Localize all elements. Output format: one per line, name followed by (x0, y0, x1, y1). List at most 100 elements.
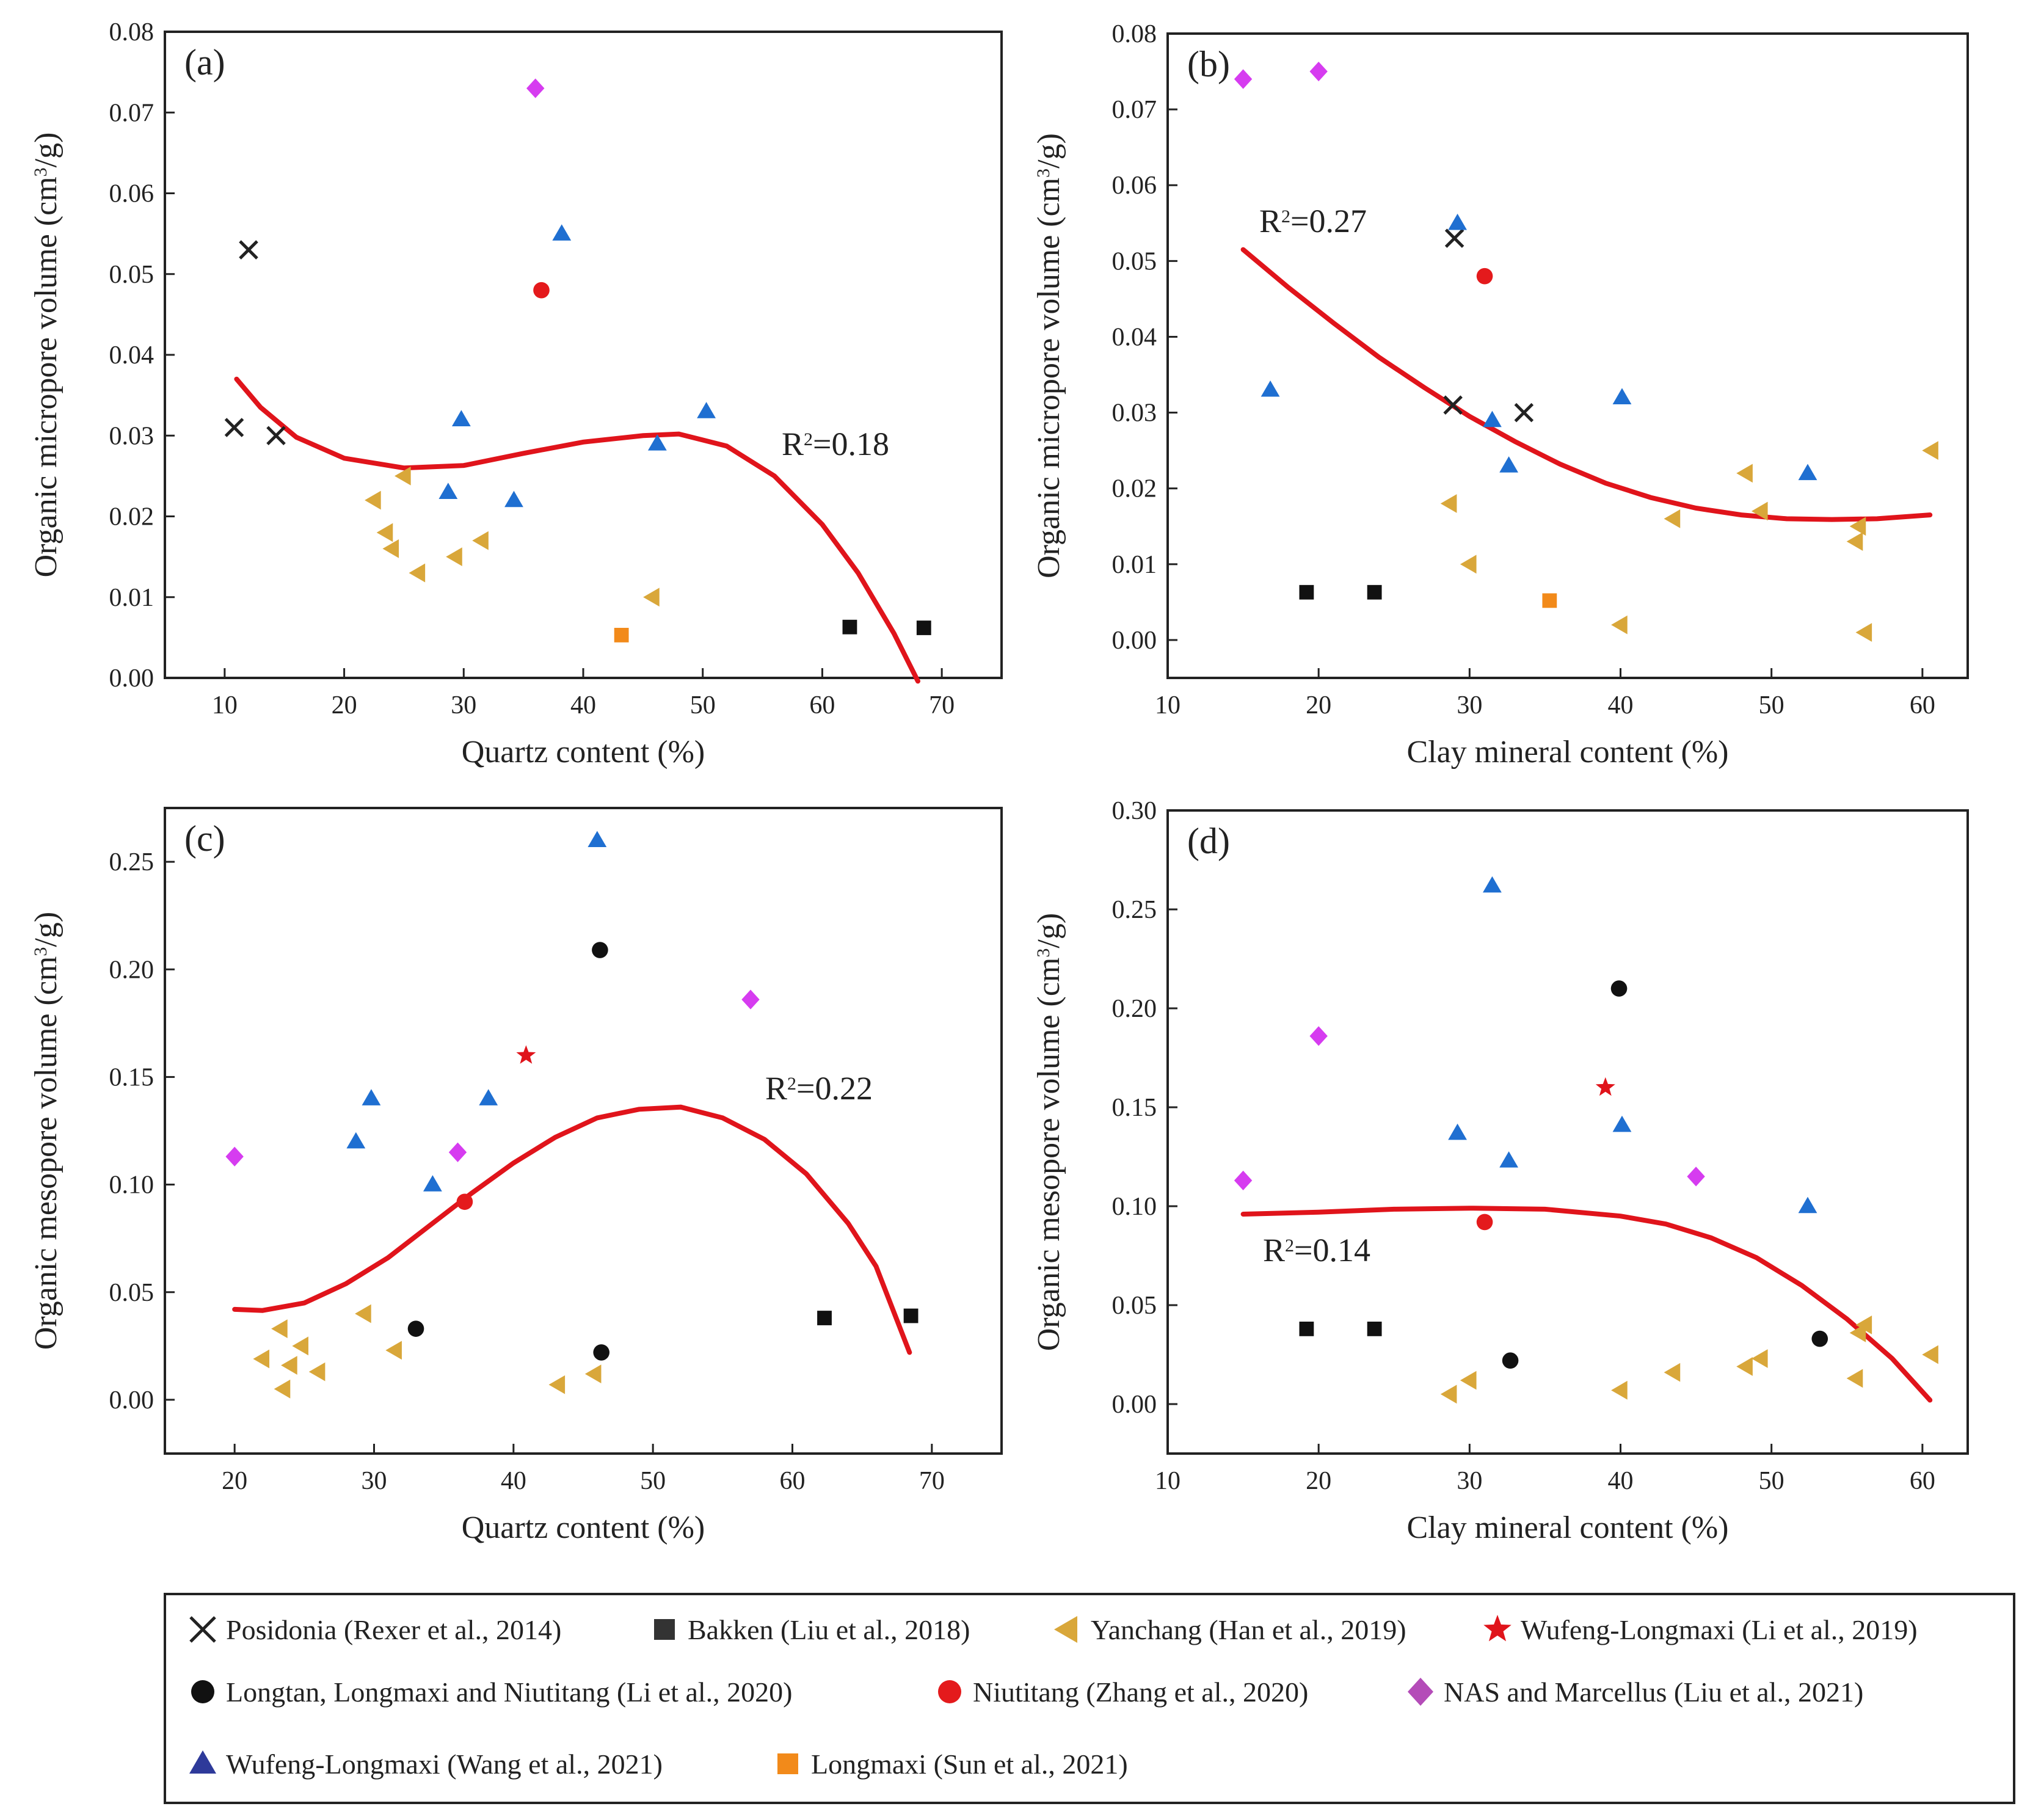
data-point-wufeng_wang (1261, 380, 1280, 397)
x-tick-label: 30 (362, 1467, 387, 1495)
data-point-longtan (593, 1344, 609, 1361)
r-squared-label: R2=0.22 (765, 1070, 873, 1107)
r-squared-label: R2=0.14 (1263, 1232, 1370, 1269)
data-point-yanchang (472, 531, 489, 550)
y-axis-label-tail: /g) (29, 133, 64, 168)
series-wufeng_wang (1261, 213, 1817, 481)
data-point-yanchang (308, 1362, 326, 1381)
x-tick-label: 70 (919, 1467, 945, 1495)
y-tick-label: 0.08 (1112, 20, 1157, 48)
data-point-wufeng_wang (1499, 1151, 1519, 1168)
legend-marker-longmaxi_sun (777, 1753, 798, 1774)
fit-curve (234, 376, 920, 684)
x-tick-label: 30 (451, 691, 476, 719)
r-squared-prefix: R (1263, 1232, 1285, 1269)
data-point-longtan (1502, 1352, 1519, 1369)
data-point-longtan (407, 1320, 424, 1337)
x-tick-label: 30 (1457, 1467, 1482, 1495)
legend-label-yanchang: Yanchang (Han et al., 2019) (1091, 1614, 1406, 1645)
y-tick-label: 0.02 (109, 503, 155, 531)
series-yanchang (1440, 441, 1938, 642)
y-tick-label: 0.08 (109, 18, 155, 46)
series-niutitang (533, 282, 550, 299)
legend-marker-bakken (654, 1619, 675, 1640)
data-point-yanchang (446, 547, 462, 567)
data-point-bakken (842, 619, 857, 635)
data-point-yanchang (355, 1304, 371, 1323)
x-tick-label: 10 (212, 691, 238, 719)
panel-label: (c) (184, 818, 225, 859)
data-point-wufeng_wang (1798, 1196, 1817, 1214)
data-point-yanchang (1460, 555, 1477, 574)
r-squared-value: =0.27 (1290, 203, 1367, 239)
data-point-yanchang (271, 1319, 288, 1339)
data-point-posidonia (224, 418, 244, 437)
y-tick-label: 0.00 (109, 664, 155, 693)
data-point-longtan (1610, 980, 1628, 997)
data-point-niutitang (1476, 1214, 1493, 1231)
y-axis-label-tail: /g) (29, 912, 64, 947)
plot-frame-c (164, 807, 1003, 1455)
y-tick-label: 0.04 (1112, 323, 1157, 351)
y-axis-label-sup: 3 (1033, 169, 1053, 178)
x-tick-label: 20 (1306, 1467, 1331, 1495)
y-tick-label: 0.06 (109, 180, 155, 208)
data-point-niutitang (533, 282, 550, 299)
x-tick-label: 30 (1457, 691, 1482, 719)
data-point-yanchang (1846, 1369, 1863, 1388)
data-point-yanchang (1664, 1363, 1681, 1382)
fit-curve (1240, 247, 1933, 522)
r-squared-prefix: R (782, 426, 804, 462)
y-tick-label: 0.04 (109, 341, 155, 369)
data-point-yanchang (1736, 464, 1753, 483)
data-point-longmaxi_sun (614, 628, 629, 642)
data-point-bakken (817, 1311, 832, 1325)
data-point-nas (526, 78, 545, 98)
data-point-wufeng_li (516, 1045, 536, 1064)
data-point-wufeng_wang (1612, 388, 1632, 404)
series-wufeng_li (1595, 1077, 1615, 1096)
panel-b: 10 20 30 40 50 60 0.00 0.01 0.02 0.03 0.04 0.05 0.06… (1031, 20, 1969, 770)
y-axis-label: Organic mesopore volume (cm3/g) (1031, 913, 1066, 1351)
data-point-wufeng_wang (346, 1132, 366, 1149)
legend-marker-nas (1408, 1678, 1433, 1706)
y-tick-label: 0.05 (1112, 1292, 1157, 1320)
data-point-yanchang (1922, 441, 1938, 460)
y-tick-label: 0.20 (1112, 995, 1157, 1023)
x-tick-label: 60 (1910, 1467, 1935, 1495)
data-point-posidonia (1444, 228, 1464, 248)
x-axis-label: Quartz content (%) (462, 1510, 705, 1545)
y-tick-label: 0.25 (109, 848, 155, 876)
y-tick-label: 0.07 (109, 99, 155, 127)
x-tick-label: 20 (222, 1467, 247, 1495)
legend-label-posidonia: Posidonia (Rexer et al., 2014) (226, 1614, 561, 1645)
y-axis-label-sup: 3 (1033, 948, 1053, 958)
y-tick-label: 0.01 (109, 584, 155, 612)
y-tick-label: 0.15 (109, 1063, 155, 1091)
x-tick-label: 40 (1608, 691, 1634, 719)
y-tick-label: 0.03 (109, 422, 155, 450)
y-tick-label: 0.00 (109, 1386, 155, 1414)
x-tick-label: 50 (1759, 691, 1784, 719)
data-point-yanchang (1440, 1385, 1457, 1404)
y-tick-label: 0.30 (1112, 797, 1157, 825)
legend-marker-longtan (191, 1680, 214, 1703)
panel-label: (a) (184, 42, 225, 82)
series-yanchang (253, 1304, 602, 1399)
y-tick-label: 0.25 (1112, 896, 1157, 924)
x-tick-label: 60 (809, 691, 835, 719)
data-point-yanchang (1846, 532, 1863, 551)
legend: Posidonia (Rexer et al., 2014) Bakken (Li… (164, 1593, 2015, 1804)
data-point-longtan (1811, 1330, 1828, 1347)
y-axis-label: Organic micropore volume (cm3/g) (29, 133, 64, 578)
data-point-yanchang (1751, 501, 1768, 521)
series-wufeng_wang (346, 831, 607, 1192)
r-squared-value: =0.14 (1294, 1232, 1370, 1269)
legend-marker-wufeng_wang (189, 1750, 216, 1774)
y-tick-label: 0.10 (109, 1171, 155, 1199)
y-tick-label: 0.00 (1112, 627, 1157, 655)
data-point-nas (741, 989, 760, 1010)
legend-frame (164, 1593, 2015, 1804)
y-tick-label: 0.03 (1112, 399, 1157, 428)
fit-curve (1240, 1206, 1933, 1403)
